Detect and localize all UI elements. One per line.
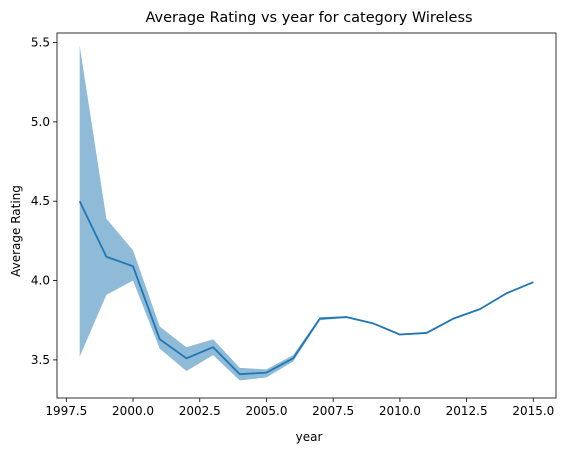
series-line-layer [78, 200, 534, 376]
y-axis-label: Average Rating [9, 185, 23, 277]
x-tick-label: 2005.0 [245, 404, 287, 418]
y-tick-label: 4.0 [31, 274, 50, 288]
y-tick-label: 3.5 [31, 353, 50, 367]
x-tick-label: 1997.5 [45, 404, 87, 418]
x-tick-label: 2000.0 [112, 404, 154, 418]
x-tick-label: 2012.5 [446, 404, 488, 418]
x-tick-label: 2007.5 [312, 404, 354, 418]
y-axis-ticks: 3.5 4.0 4.5 5.0 5.5 [31, 36, 57, 367]
x-axis-label: year [296, 430, 323, 444]
plot-frame [56, 32, 557, 399]
chart-title: Average Rating vs year for category Wire… [145, 10, 472, 26]
x-axis-ticks: 1997.5 2000.0 2002.5 2005.0 2007.5 2010.0 2012… [45, 398, 554, 418]
x-tick-label: 2015.0 [512, 404, 554, 418]
confidence-band-0 [79, 45, 534, 381]
y-tick-label: 5.0 [31, 115, 50, 129]
confidence-band-layer [79, 45, 534, 381]
x-tick-label: 2002.5 [179, 404, 221, 418]
x-tick-label: 2010.0 [379, 404, 421, 418]
series-line-0 [78, 200, 534, 376]
y-tick-label: 4.5 [31, 194, 50, 208]
y-tick-label: 5.5 [31, 36, 50, 50]
